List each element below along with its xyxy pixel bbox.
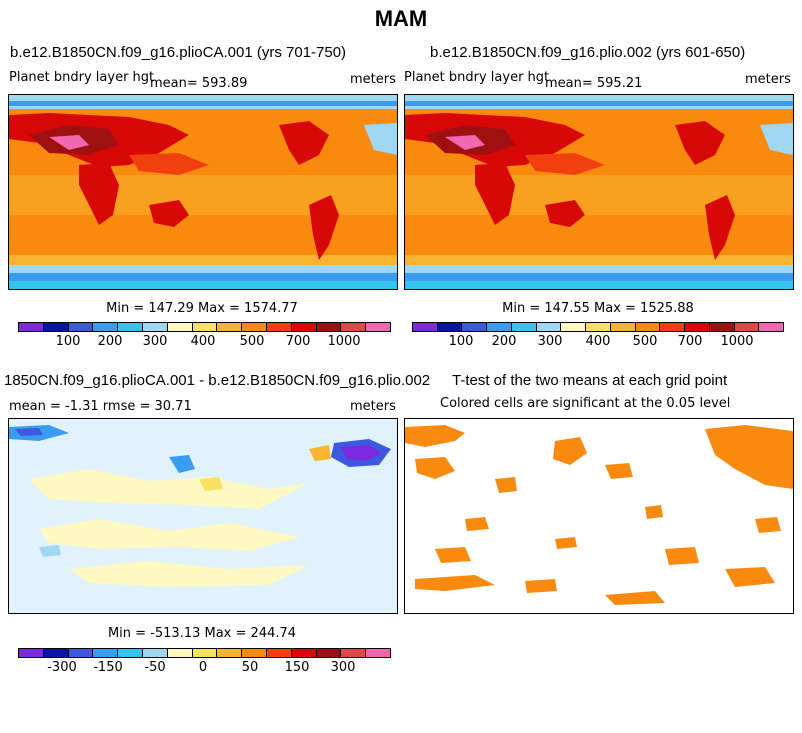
colorbar-cell [610, 323, 636, 331]
colorbar-cell [266, 649, 292, 657]
panel4-note: Colored cells are significant at the 0.0… [440, 396, 731, 411]
panel3-colorbar [18, 648, 391, 658]
panel1-minmax: Min = 147.29 Max = 1574.77 [106, 301, 298, 316]
colorbar-cell [68, 323, 94, 331]
panel1-colorbar [18, 322, 391, 332]
colorbar-cell [142, 323, 168, 331]
colorbar-cell [561, 323, 587, 331]
colorbar-cell [487, 323, 512, 331]
colorbar-cell [462, 323, 488, 331]
colorbar-cell [118, 649, 143, 657]
panel3-units: meters [350, 399, 396, 414]
panel1-cbar-tick: 500 [239, 334, 265, 349]
panel2-units: meters [745, 72, 791, 87]
colorbar-cell [366, 323, 390, 331]
colorbar-cell [242, 649, 267, 657]
colorbar-cell [291, 649, 317, 657]
colorbar-cell [19, 323, 44, 331]
panel1-cbar-tick: 1000 [327, 334, 361, 349]
panel1-cbar-tick: 200 [97, 334, 123, 349]
panel1-cbar-tick: 400 [190, 334, 216, 349]
panel1-cbar-tick: 300 [142, 334, 168, 349]
colorbar-cell [242, 323, 267, 331]
colorbar-cell [19, 649, 44, 657]
colorbar-cell [68, 649, 94, 657]
colorbar-cell [709, 323, 735, 331]
panel1-title: b.e12.B1850CN.f09_g16.plioCA.001 (yrs 70… [10, 44, 347, 61]
panel3-map-field [9, 419, 397, 613]
panel3-stats: mean = -1.31 rmse = 30.71 [9, 399, 192, 414]
panel2-map-field [405, 95, 793, 289]
panel3-cbar-tick: 50 [241, 660, 259, 675]
panel3-cbar-tick: 150 [284, 660, 310, 675]
colorbar-cell [685, 323, 710, 331]
panel2-cbar-tick: 500 [632, 334, 658, 349]
colorbar-cell [511, 323, 537, 331]
panel2-cbar-tick: 300 [537, 334, 563, 349]
panel3-map [8, 418, 398, 614]
panel4-title: T-test of the two means at each grid poi… [452, 372, 728, 389]
colorbar-cell [635, 323, 661, 331]
panel1-variable: Planet bndry layer hgt [9, 70, 155, 85]
panel3-cbar-tick: 300 [330, 660, 356, 675]
panel3-cbar-tick: 0 [198, 660, 208, 675]
panel3-cbar-tick: -300 [47, 660, 77, 675]
colorbar-cell [366, 649, 390, 657]
panel2-cbar-tick: 100 [448, 334, 474, 349]
colorbar-cell [341, 323, 367, 331]
colorbar-cell [93, 649, 119, 657]
panel1-units: meters [350, 72, 396, 87]
colorbar-cell [759, 323, 784, 331]
colorbar-cell [118, 323, 143, 331]
colorbar-cell [266, 323, 292, 331]
colorbar-cell [316, 649, 342, 657]
colorbar-cell [43, 323, 69, 331]
panel2-cbar-tick: 400 [585, 334, 611, 349]
colorbar-cell [586, 323, 611, 331]
colorbar-cell [413, 323, 438, 331]
colorbar-cell [192, 323, 218, 331]
colorbar-cell [93, 323, 119, 331]
panel2-minmax: Min = 147.55 Max = 1525.88 [502, 301, 694, 316]
colorbar-cell [660, 323, 686, 331]
colorbar-cell [316, 323, 342, 331]
panel3-title: 1850CN.f09_g16.plioCA.001 - b.e12.B1850C… [4, 372, 431, 389]
panel1-cbar-tick: 700 [285, 334, 311, 349]
panel4-map [404, 418, 794, 614]
panel2-cbar-tick: 1000 [720, 334, 754, 349]
panel3-minmax: Min = -513.13 Max = 244.74 [107, 626, 297, 641]
main-title: MAM [374, 6, 428, 31]
colorbar-cell [192, 649, 218, 657]
colorbar-cell [217, 323, 243, 331]
colorbar-cell [167, 323, 193, 331]
colorbar-cell [341, 649, 367, 657]
colorbar-cell [142, 649, 168, 657]
panel1-map-field [9, 95, 397, 289]
panel1-cbar-tick: 100 [55, 334, 81, 349]
panel4-significance-field [405, 419, 793, 613]
panel2-cbar-tick: 700 [677, 334, 703, 349]
colorbar-cell [734, 323, 760, 331]
panel1-map [8, 94, 398, 290]
colorbar-cell [291, 323, 317, 331]
panel3-cbar-tick: -50 [144, 660, 166, 675]
panel2-mean: mean= 595.21 [545, 76, 643, 91]
panel3-cbar-tick: -150 [93, 660, 123, 675]
colorbar-cell [43, 649, 69, 657]
panel2-map [404, 94, 794, 290]
colorbar-cell [167, 649, 193, 657]
panel2-cbar-tick: 200 [491, 334, 517, 349]
panel2-title: b.e12.B1850CN.f09_g16.plio.002 (yrs 601-… [430, 44, 746, 61]
colorbar-cell [437, 323, 463, 331]
panel1-mean: mean= 593.89 [150, 76, 248, 91]
colorbar-cell [536, 323, 562, 331]
panel2-variable: Planet bndry layer hgt [404, 70, 550, 85]
panel2-colorbar [412, 322, 784, 332]
colorbar-cell [217, 649, 243, 657]
